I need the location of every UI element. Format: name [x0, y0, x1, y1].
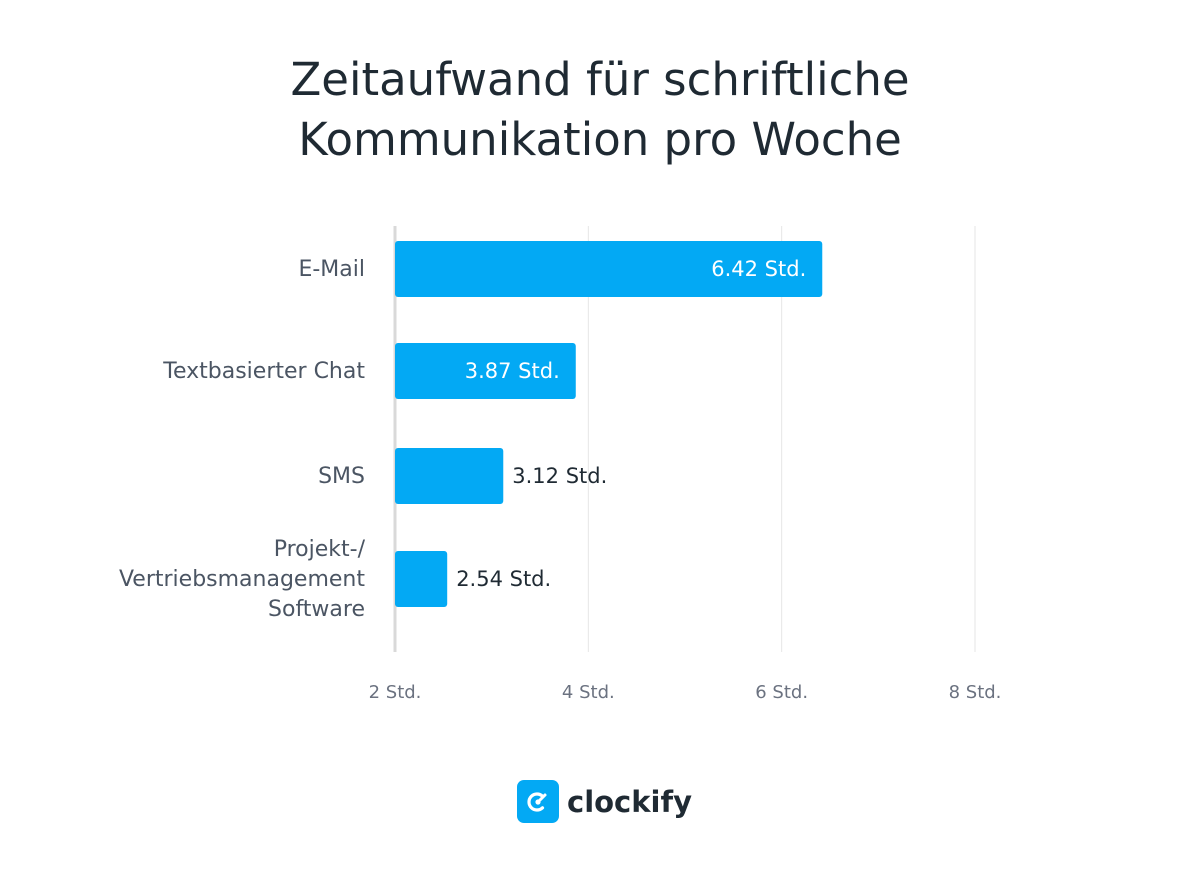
- bar-value-label: 6.42 Std.: [711, 257, 806, 281]
- x-tick-label: 4 Std.: [562, 682, 615, 703]
- brand-name: clockify: [567, 784, 692, 819]
- category-label-line: Textbasierter Chat: [162, 359, 365, 384]
- category-label: E-Mail: [298, 257, 365, 282]
- bar: [395, 241, 823, 297]
- category-label-line: E-Mail: [298, 257, 365, 282]
- chart-title: Zeitaufwand für schriftliche Kommunikati…: [0, 50, 1200, 170]
- chart-title-line-1: Zeitaufwand für schriftliche: [290, 53, 910, 106]
- category-label: Projekt-/ Vertriebsmanagement Software: [119, 537, 366, 622]
- bar: [395, 551, 448, 607]
- clockify-icon: [517, 780, 559, 823]
- bar: [395, 448, 504, 504]
- category-label-line: SMS: [318, 464, 365, 489]
- x-tick-label: 8 Std.: [949, 682, 1002, 703]
- chart-title-line-2: Kommunikation pro Woche: [298, 113, 902, 166]
- category-label: SMS: [318, 464, 365, 489]
- bar-value-label: 3.87 Std.: [465, 359, 560, 383]
- bar-value-label: 3.12 Std.: [512, 464, 607, 488]
- bar-value-label: 2.54 Std.: [456, 567, 551, 591]
- category-label: Textbasierter Chat: [162, 359, 365, 384]
- x-tick-label: 6 Std.: [755, 682, 808, 703]
- category-label-line: Software: [268, 597, 365, 622]
- bar: [395, 343, 576, 399]
- category-label-line: Projekt-/: [274, 537, 366, 562]
- x-tick-label: 2 Std.: [369, 682, 422, 703]
- category-label-line: Vertriebsmanagement: [119, 567, 365, 592]
- brand-logo: clockify: [517, 780, 692, 823]
